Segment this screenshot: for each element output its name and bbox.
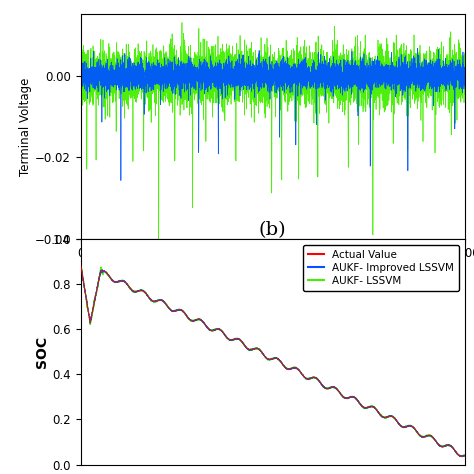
Legend: Actual Value, AUKF- Improved LSSVM, AUKF- LSSVM: Actual Value, AUKF- Improved LSSVM, AUKF… bbox=[303, 245, 459, 291]
Text: (b): (b) bbox=[259, 221, 286, 239]
X-axis label: Time/s: Time/s bbox=[250, 265, 295, 280]
Y-axis label: SOC: SOC bbox=[36, 336, 49, 368]
Y-axis label: Terminal Voltage: Terminal Voltage bbox=[19, 78, 32, 176]
